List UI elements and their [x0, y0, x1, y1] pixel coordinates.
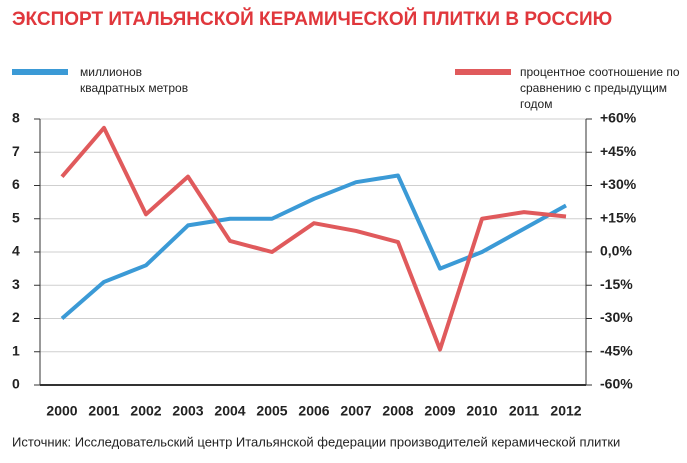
y-tick-label: 6 [12, 176, 20, 192]
x-tick-label: 2005 [256, 403, 287, 419]
y2-tick-label: +45% [600, 143, 637, 159]
x-tick-label: 2000 [46, 403, 77, 419]
x-tick-label: 2003 [172, 403, 203, 419]
x-tick-label: 2010 [466, 403, 497, 419]
y2-tick-label: -60% [600, 376, 633, 392]
x-tick-label: 2004 [214, 403, 245, 419]
series-line [60, 125, 567, 352]
x-tick-label: 2011 [509, 403, 540, 419]
y2-tick-label: +15% [600, 209, 637, 225]
y-tick-label: 5 [12, 209, 20, 225]
y-tick-label: 8 [12, 110, 20, 126]
y2-tick-label: +30% [600, 176, 637, 192]
x-tick-label: 2008 [382, 403, 413, 419]
series-line [60, 173, 567, 321]
x-tick-label: 2002 [130, 403, 161, 419]
y-tick-label: 2 [12, 309, 20, 325]
source-note: Источник: Исследовательский центр Италья… [12, 434, 620, 449]
y2-tick-label: +60% [600, 110, 637, 126]
y-tick-label: 1 [12, 342, 20, 358]
y-tick-label: 3 [12, 276, 20, 292]
y2-tick-label: -45% [600, 342, 633, 358]
x-tick-label: 2012 [550, 403, 581, 419]
x-tick-label: 2001 [88, 403, 119, 419]
y2-tick-label: 0,0% [600, 243, 632, 259]
x-tick-label: 2009 [424, 403, 455, 419]
y-tick-label: 4 [12, 243, 20, 259]
y-tick-label: 0 [12, 376, 20, 392]
y2-tick-label: -15% [600, 276, 633, 292]
legend-label: миллионов квадратных метров [80, 65, 189, 95]
y-tick-label: 7 [12, 143, 20, 159]
x-tick-label: 2007 [340, 403, 371, 419]
legend-label: процентное соотношение по сравнению с пр… [520, 65, 680, 111]
x-tick-label: 2006 [298, 403, 329, 419]
y2-tick-label: -30% [600, 309, 633, 325]
chart-title: ЭКСПОРТ ИТАЛЬЯНСКОЙ КЕРАМИЧЕСКОЙ ПЛИТКИ … [12, 8, 612, 30]
